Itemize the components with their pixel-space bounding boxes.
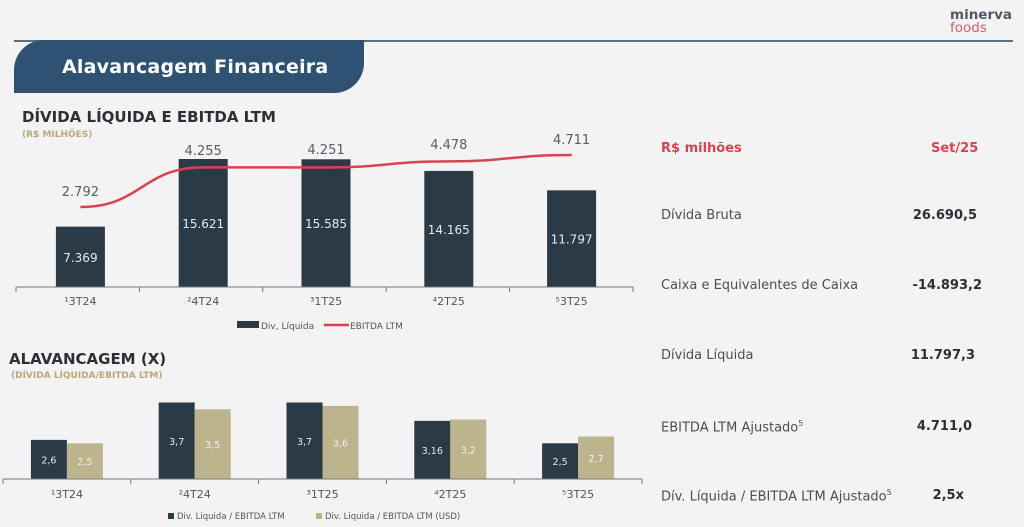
bar-leverage-usd bbox=[66, 443, 103, 479]
title-banner: Alavancagem Financeira bbox=[14, 40, 364, 93]
x-tick-label: ¹3T24 bbox=[64, 295, 96, 308]
bar-value-label: 3,2 bbox=[461, 445, 476, 456]
line-value-label: 4.251 bbox=[307, 143, 344, 158]
chart2-subtitle: (DÍVIDA LÍQUIDA/EBITDA LTM) bbox=[11, 371, 163, 381]
bar-value-label: 7.369 bbox=[63, 251, 97, 265]
line-value-label: 2.792 bbox=[62, 185, 99, 200]
bar-leverage-brl bbox=[158, 402, 195, 479]
bar-value-label: 2,6 bbox=[41, 455, 56, 466]
bar-value-label: 15.585 bbox=[305, 217, 347, 231]
company-logo: minerva foods bbox=[950, 7, 1013, 36]
x-tick-label: ⁵3T25 bbox=[556, 295, 588, 308]
table-row-value: -14.893,2 bbox=[912, 278, 982, 293]
header-divider bbox=[14, 40, 1013, 42]
bar-leverage-usd bbox=[322, 405, 359, 479]
logo-line1: minerva bbox=[950, 7, 1013, 23]
legend-swatch-usd bbox=[316, 513, 322, 519]
bar-leverage-brl bbox=[414, 420, 451, 479]
line-value-label: 4.255 bbox=[185, 144, 222, 159]
table-row-label: Dívida Bruta bbox=[661, 208, 742, 223]
bar-leverage-brl bbox=[30, 439, 67, 479]
table-row-label: Dív. Líquida / EBITDA LTM Ajustado5 bbox=[661, 488, 892, 505]
bar-div-liquida bbox=[301, 159, 351, 287]
x-tick-label: ⁵3T25 bbox=[562, 488, 594, 501]
table-header-unit: R$ milhões bbox=[661, 141, 742, 156]
bar-value-label: 14.165 bbox=[428, 223, 470, 237]
table-row-value: 4.711,0 bbox=[916, 419, 972, 434]
logo-line2: foods bbox=[950, 20, 987, 36]
legend-swatch-div-liquida bbox=[237, 321, 259, 328]
leverage-chart: 2,6 2,5 ¹3T24 3,7 3,5 ²4T24 3,7 3,6 ³1T25 3,16 3,2… bbox=[2, 402, 643, 522]
bar-value-label: 3,5 bbox=[205, 440, 220, 451]
bar-leverage-usd bbox=[450, 419, 487, 479]
line-value-label: 4.711 bbox=[553, 133, 590, 148]
chart1-subtitle: (R$ MILHÕES) bbox=[22, 130, 93, 140]
bar-value-label: 3,7 bbox=[169, 437, 184, 448]
legend-label-div-liquida: Div, Líquida bbox=[261, 322, 314, 332]
bar-leverage-brl bbox=[286, 402, 323, 479]
bar-value-label: 11.797 bbox=[551, 233, 593, 247]
bar-value-label: 2,5 bbox=[77, 457, 92, 468]
footnote-marker: 5 bbox=[886, 488, 892, 497]
x-tick-label: ³1T25 bbox=[310, 295, 342, 308]
bar-value-label: 3,6 bbox=[333, 438, 348, 449]
bar-value-label: 2,7 bbox=[589, 454, 604, 465]
bar-leverage-usd bbox=[194, 409, 231, 479]
bar-div-liquida bbox=[547, 190, 597, 287]
footnote-marker: 5 bbox=[798, 419, 804, 428]
x-tick-label: ⁴2T25 bbox=[434, 488, 466, 501]
table-header-period: Set/25 bbox=[931, 141, 979, 156]
table-row-label: Caixa e Equivalentes de Caixa bbox=[661, 278, 859, 293]
bar-value-label: 2,5 bbox=[553, 457, 568, 468]
legend-label-brl: Div. Liquida / EBITDA LTM bbox=[177, 512, 285, 522]
bar-div-liquida bbox=[55, 226, 105, 287]
x-tick-label: ³1T25 bbox=[306, 488, 338, 501]
bar-leverage-brl bbox=[542, 443, 579, 479]
ebitda-ltm-line bbox=[80, 153, 572, 209]
bar-div-liquida bbox=[424, 170, 474, 287]
legend-swatch-brl bbox=[168, 513, 174, 519]
x-tick-label: ¹3T24 bbox=[51, 488, 83, 501]
legend-label-usd: Div. Liquida / EBITDA LTM (USD) bbox=[325, 512, 460, 522]
bar-value-label: 3,7 bbox=[297, 437, 312, 448]
bar-value-label: 3,16 bbox=[422, 446, 443, 457]
table-row-label: Dívida Líquida bbox=[661, 348, 754, 363]
page-title: Alavancagem Financeira bbox=[62, 56, 329, 78]
x-tick-label: ²4T24 bbox=[179, 488, 211, 501]
x-tick-label: ²4T24 bbox=[187, 295, 219, 308]
x-tick-label: ⁴2T25 bbox=[433, 295, 465, 308]
bar-div-liquida bbox=[178, 159, 228, 287]
table-row-label: EBITDA LTM Ajustado5 bbox=[661, 419, 804, 436]
bar-leverage-usd bbox=[578, 436, 615, 479]
table-row-value: 11.797,3 bbox=[910, 348, 975, 363]
line-value-label: 4.478 bbox=[430, 138, 467, 153]
chart1-title: DÍVIDA LÍQUIDA E EBITDA LTM bbox=[22, 108, 276, 126]
table-row-value: 26.690,5 bbox=[912, 208, 977, 223]
legend-label-ebitda: EBITDA LTM bbox=[350, 322, 403, 332]
table-row-value: 2,5x bbox=[932, 488, 964, 503]
chart2-title: ALAVANCAGEM (X) bbox=[9, 350, 167, 368]
bar-value-label: 15.621 bbox=[182, 217, 224, 231]
debt-ebitda-chart: 7.369 ¹3T24 15.621 ²4T24 15.585 ³1T25 14.165 ⁴2… bbox=[15, 133, 634, 332]
